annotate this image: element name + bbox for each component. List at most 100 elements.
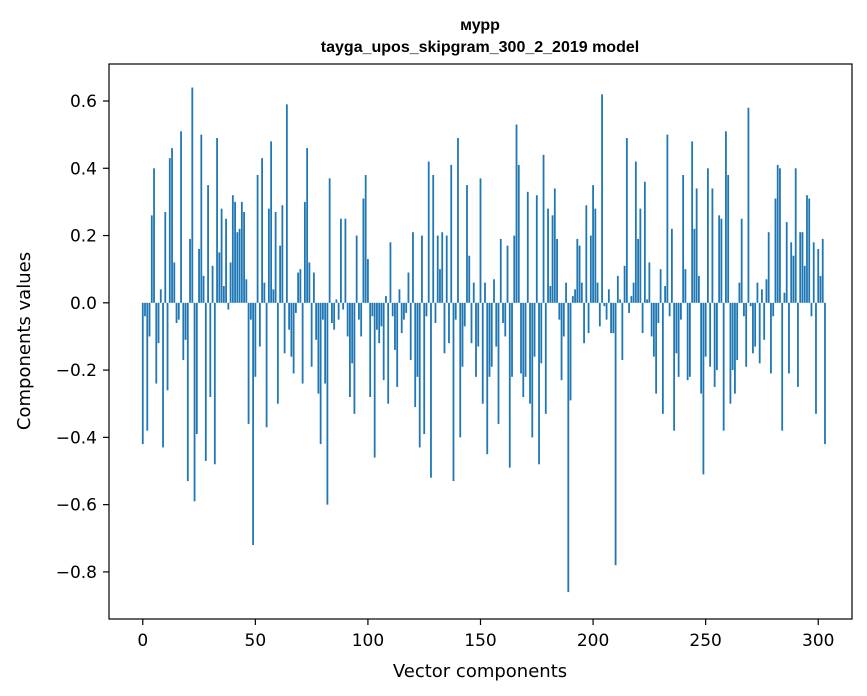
bar-20 [186, 302, 189, 482]
x-axis-label: Vector components [393, 661, 567, 682]
bar-264 [736, 302, 739, 360]
bar-57 [270, 141, 273, 303]
bar-98 [362, 198, 365, 303]
bar-230 [659, 269, 662, 303]
bar-120 [412, 232, 414, 303]
x-tick-label: 150 [464, 631, 496, 651]
bar-272 [754, 302, 757, 347]
bar-163 [508, 302, 511, 468]
bar-55 [265, 302, 268, 428]
bar-219 [634, 161, 637, 303]
bar-86 [335, 299, 338, 303]
bar-259 [725, 131, 727, 303]
bar-218 [632, 282, 635, 303]
bar-94 [353, 302, 356, 414]
bar-1 [144, 302, 146, 317]
bar-228 [655, 302, 658, 394]
bar-126 [425, 302, 428, 317]
bar-22 [191, 87, 194, 303]
bar-301 [819, 275, 822, 303]
bar-288 [790, 242, 793, 303]
bar-281 [774, 198, 777, 303]
bar-285 [783, 292, 786, 303]
bar-282 [776, 164, 779, 303]
bar-160 [502, 302, 504, 323]
bar-193 [576, 238, 579, 303]
bar-145 [468, 255, 471, 303]
bar-210 [614, 302, 617, 566]
bar-91 [346, 302, 349, 337]
bar-144 [466, 185, 468, 303]
bar-280 [772, 302, 775, 317]
bar-68 [294, 302, 297, 313]
bar-67 [292, 302, 295, 374]
bar-180 [547, 208, 549, 303]
y-axis-label: Components values [14, 252, 35, 430]
bar-65 [288, 302, 291, 330]
bar-187 [562, 302, 565, 337]
bar-275 [761, 289, 763, 303]
bar-224 [646, 299, 649, 303]
bar-206 [605, 302, 608, 320]
bar-21 [189, 238, 191, 303]
bar-194 [578, 245, 581, 303]
bar-109 [387, 302, 390, 404]
bar-13 [171, 148, 173, 303]
bar-32 [213, 302, 216, 465]
bar-279 [770, 302, 772, 374]
bar-33 [216, 138, 218, 303]
bar-200 [592, 185, 594, 303]
bar-34 [218, 252, 221, 303]
bar-112 [394, 302, 396, 350]
bar-2 [146, 302, 149, 431]
bar-283 [779, 168, 781, 303]
y-tick-label: 0.0 [70, 294, 97, 314]
bar-252 [709, 302, 712, 367]
bar-99 [364, 175, 367, 303]
bar-188 [565, 282, 567, 303]
bar-111 [391, 302, 394, 317]
bar-290 [794, 168, 797, 303]
bar-93 [351, 302, 354, 364]
bar-85 [333, 302, 336, 330]
bar-269 [747, 107, 750, 303]
bar-31 [211, 265, 214, 303]
bar-234 [668, 302, 671, 317]
bar-139 [454, 302, 457, 320]
bar-298 [812, 242, 815, 303]
bar-123 [418, 302, 421, 448]
y-tick-label: −0.6 [56, 496, 97, 516]
bar-29 [207, 185, 209, 303]
bar-213 [621, 302, 624, 360]
bar-278 [767, 232, 770, 303]
bar-46 [245, 279, 248, 303]
bar-5 [153, 168, 155, 303]
bar-82 [326, 302, 329, 505]
bar-30 [209, 302, 212, 397]
bar-303 [824, 302, 826, 445]
bar-273 [756, 282, 759, 303]
bar-100 [367, 259, 369, 303]
bar-254 [713, 302, 716, 387]
bar-245 [693, 228, 696, 303]
bar-177 [540, 302, 543, 364]
bar-149 [477, 302, 480, 347]
bar-274 [758, 302, 761, 364]
bar-214 [623, 265, 626, 303]
bar-24 [195, 302, 198, 434]
bar-153 [486, 302, 489, 455]
bar-79 [319, 302, 322, 445]
bar-164 [511, 302, 513, 377]
bar-121 [414, 302, 417, 408]
bar-58 [272, 289, 275, 303]
bar-256 [718, 215, 721, 303]
bar-189 [567, 302, 570, 593]
bar-49 [252, 302, 254, 545]
bar-241 [684, 269, 687, 303]
bar-4 [150, 215, 153, 303]
bar-64 [285, 104, 288, 303]
bar-84 [331, 302, 333, 323]
bar-9 [162, 302, 164, 448]
bar-92 [349, 302, 351, 397]
bar-70 [299, 269, 302, 303]
